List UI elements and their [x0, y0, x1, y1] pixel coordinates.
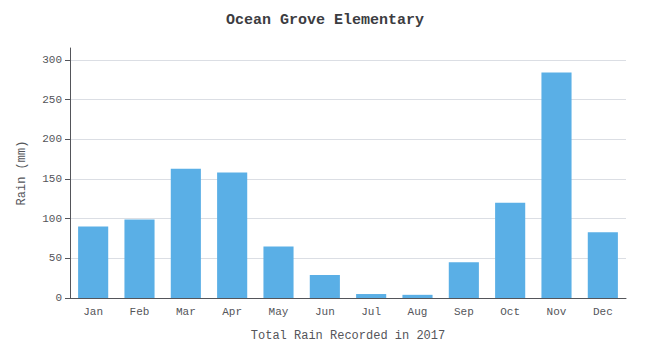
svg-text:200: 200 — [42, 133, 62, 145]
svg-text:Ocean Grove Elementary: Ocean Grove Elementary — [226, 12, 424, 29]
svg-text:Oct: Oct — [500, 306, 520, 318]
svg-text:May: May — [269, 306, 289, 318]
svg-text:50: 50 — [49, 252, 62, 264]
svg-text:Aug: Aug — [408, 306, 428, 318]
svg-text:0: 0 — [55, 292, 62, 304]
svg-text:Rain (mm): Rain (mm) — [15, 141, 29, 206]
svg-text:150: 150 — [42, 173, 62, 185]
svg-text:Feb: Feb — [130, 306, 150, 318]
svg-text:Jan: Jan — [83, 306, 103, 318]
svg-text:Mar: Mar — [176, 306, 196, 318]
svg-text:300: 300 — [42, 54, 62, 66]
svg-text:Jun: Jun — [315, 306, 335, 318]
svg-text:100: 100 — [42, 213, 62, 225]
svg-text:Dec: Dec — [593, 306, 613, 318]
svg-text:Total Rain Recorded in 2017: Total Rain Recorded in 2017 — [251, 329, 445, 343]
svg-text:Nov: Nov — [547, 306, 567, 318]
svg-text:Apr: Apr — [222, 306, 242, 318]
svg-text:250: 250 — [42, 94, 62, 106]
svg-text:Jul: Jul — [361, 306, 381, 318]
svg-text:Sep: Sep — [454, 306, 474, 318]
